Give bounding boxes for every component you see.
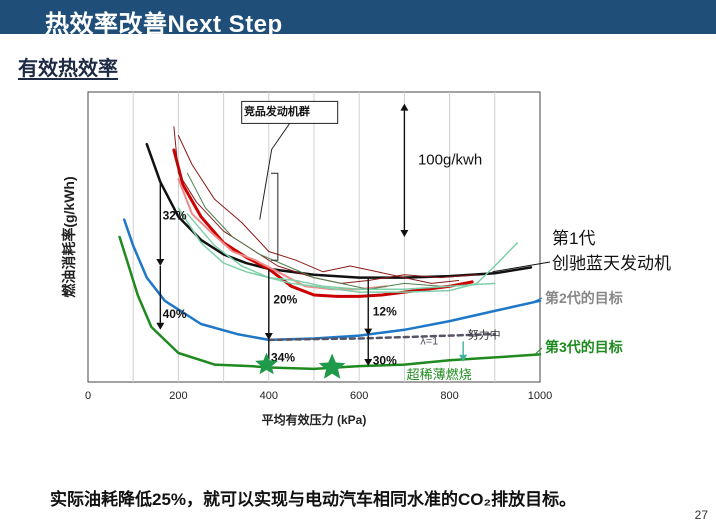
section-subtitle: 有效热效率 [18, 58, 118, 80]
series-line-1 [122, 218, 542, 342]
annotation-label: 竞品发动机群 [244, 104, 310, 118]
gen1-label-line1: 第1代 [552, 229, 595, 248]
annotation-label: 努力中 [468, 328, 501, 342]
x-tick-label: 800 [440, 390, 458, 402]
gen1-leader [492, 261, 551, 273]
arrow-40-lower-head [156, 322, 165, 330]
conclusion-text: 实际油耗降低25%，就可以实现与电动汽车相同水准的CO₂排放目标。 [50, 490, 577, 509]
competitor-pointer [259, 123, 291, 220]
gen1-label-line2: 创驰蓝天发动机 [552, 254, 671, 273]
x-tick-label: 600 [350, 390, 368, 402]
gen3-label: 第3代的目标 [545, 339, 623, 355]
x-tick-label: 0 [85, 390, 91, 402]
arrow-12-upper-head [364, 328, 373, 336]
x-tick-label: 1000 [528, 390, 552, 402]
star-marker [318, 353, 346, 379]
competitor-engine-line-10 [186, 213, 496, 290]
competitor-engine-line-6 [173, 126, 478, 284]
page-number: 27 [694, 508, 708, 522]
x-axis-label: 平均有效压力 (kPa) [262, 412, 367, 427]
gen2-leader [528, 297, 543, 305]
competitor-engine-line-7 [177, 135, 460, 284]
star-marker [255, 352, 278, 375]
x-tick-label: 400 [260, 390, 278, 402]
header-bar [0, 0, 716, 34]
annotation-label: 20% [273, 293, 297, 307]
scale-arrow-head-down [400, 230, 409, 237]
annotation-label: 32% [163, 209, 187, 223]
effort-arrow-head [459, 354, 468, 362]
y-axis-label: 燃油消耗率(g/kWh) [61, 176, 77, 297]
gen3-leader [532, 347, 543, 357]
annotation-label: 30% [373, 354, 397, 368]
competitor-bracket [271, 172, 279, 261]
arrow-20-upper-head [264, 332, 273, 340]
competitor-engine-line-5 [177, 178, 388, 291]
arrow-30-lower-head [364, 359, 373, 367]
scale-arrow-head-up [400, 103, 409, 111]
competitor-engine-line-8 [186, 172, 442, 290]
series-line-2 [118, 235, 542, 371]
arrow-32-upper-head [156, 259, 165, 266]
page-title: 热效率改善Next Step [45, 11, 283, 38]
series-line-3 [267, 332, 497, 342]
x-tick-label: 200 [169, 390, 187, 402]
annotation-label: 超稀薄燃烧 [407, 367, 472, 382]
annotation-label: λ=1 [420, 335, 438, 347]
annotation-label: 100g/kwh [418, 152, 482, 169]
competitor-engine-line-9 [177, 207, 519, 293]
annotation-label: 12% [373, 304, 397, 318]
gen2-label: 第2代的目标 [545, 290, 623, 306]
annotation-label: 40% [163, 307, 187, 321]
